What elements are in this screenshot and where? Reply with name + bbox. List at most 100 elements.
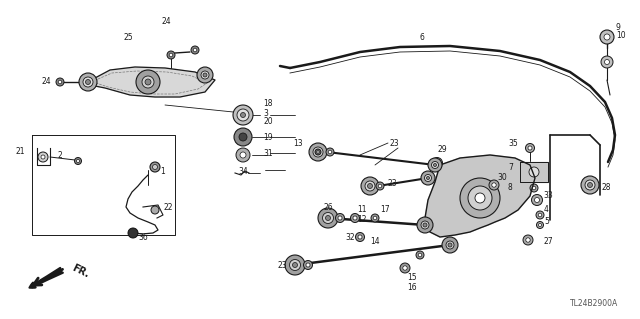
Circle shape — [74, 158, 81, 165]
Polygon shape — [88, 67, 215, 97]
Circle shape — [365, 181, 375, 191]
Text: 13: 13 — [293, 138, 303, 147]
Circle shape — [468, 186, 492, 210]
Polygon shape — [520, 162, 548, 182]
Circle shape — [460, 178, 500, 218]
Circle shape — [303, 261, 312, 270]
Text: 35: 35 — [508, 138, 518, 147]
Circle shape — [353, 216, 357, 220]
Text: 3: 3 — [263, 108, 268, 117]
Circle shape — [292, 263, 298, 268]
Circle shape — [83, 77, 93, 87]
Circle shape — [318, 208, 338, 228]
Polygon shape — [425, 155, 535, 237]
Text: 7: 7 — [508, 164, 513, 173]
Text: 14: 14 — [370, 238, 380, 247]
Text: 10: 10 — [616, 32, 626, 41]
Circle shape — [142, 76, 154, 88]
Circle shape — [169, 53, 173, 57]
Text: FR.: FR. — [70, 263, 91, 279]
Circle shape — [326, 148, 334, 156]
Circle shape — [538, 213, 542, 217]
Circle shape — [378, 184, 382, 188]
Circle shape — [233, 105, 253, 125]
Circle shape — [373, 216, 377, 220]
Circle shape — [285, 255, 305, 275]
Circle shape — [313, 147, 323, 157]
Text: 9: 9 — [616, 23, 621, 32]
Circle shape — [358, 235, 362, 239]
Circle shape — [367, 183, 372, 189]
Circle shape — [56, 78, 64, 86]
Circle shape — [335, 213, 344, 222]
Text: 29: 29 — [438, 145, 447, 154]
Circle shape — [531, 195, 543, 205]
Text: 25: 25 — [123, 33, 132, 42]
Circle shape — [442, 237, 458, 253]
Text: 36: 36 — [138, 234, 148, 242]
Circle shape — [361, 177, 379, 195]
Text: 23: 23 — [390, 138, 399, 147]
Circle shape — [316, 150, 321, 154]
Text: 30: 30 — [497, 174, 507, 182]
Circle shape — [338, 216, 342, 220]
Circle shape — [536, 211, 544, 219]
Circle shape — [588, 182, 593, 188]
Circle shape — [426, 176, 429, 180]
Circle shape — [306, 263, 310, 267]
Circle shape — [433, 164, 436, 167]
Circle shape — [400, 263, 410, 273]
Circle shape — [601, 56, 613, 68]
Text: 34: 34 — [238, 167, 248, 176]
Circle shape — [525, 144, 534, 152]
Circle shape — [355, 233, 365, 241]
Text: 11: 11 — [357, 205, 367, 214]
Circle shape — [193, 48, 197, 52]
Text: 4: 4 — [544, 205, 549, 214]
Text: 22: 22 — [164, 204, 173, 212]
Circle shape — [309, 143, 327, 161]
Circle shape — [241, 113, 246, 117]
Text: 24: 24 — [162, 18, 172, 26]
Circle shape — [528, 146, 532, 150]
Text: 2: 2 — [58, 151, 63, 160]
Circle shape — [236, 148, 250, 162]
Circle shape — [203, 73, 207, 77]
Text: 1: 1 — [160, 167, 164, 176]
Circle shape — [529, 167, 539, 177]
Text: 12: 12 — [357, 216, 367, 225]
Text: 15: 15 — [407, 273, 417, 283]
Circle shape — [239, 133, 247, 141]
Circle shape — [317, 151, 319, 153]
Text: 20: 20 — [263, 117, 273, 127]
Circle shape — [371, 214, 379, 222]
Text: 32: 32 — [345, 234, 355, 242]
Text: 16: 16 — [407, 284, 417, 293]
Circle shape — [475, 193, 485, 203]
Circle shape — [136, 70, 160, 94]
Text: 28: 28 — [601, 182, 611, 191]
Circle shape — [77, 160, 79, 162]
Text: 5: 5 — [544, 218, 549, 226]
Circle shape — [351, 213, 360, 222]
Text: 17: 17 — [380, 205, 390, 214]
Circle shape — [417, 217, 433, 233]
Text: 19: 19 — [263, 132, 273, 142]
Circle shape — [145, 79, 151, 85]
Text: 23: 23 — [387, 179, 397, 188]
Circle shape — [86, 79, 90, 85]
Circle shape — [151, 206, 159, 214]
Circle shape — [58, 80, 62, 84]
Circle shape — [526, 238, 530, 242]
Circle shape — [79, 73, 97, 91]
Circle shape — [150, 162, 160, 172]
Circle shape — [167, 51, 175, 59]
Circle shape — [191, 46, 199, 54]
Circle shape — [416, 251, 424, 259]
Circle shape — [431, 158, 442, 168]
Circle shape — [323, 212, 333, 224]
Circle shape — [435, 160, 440, 166]
Text: 27: 27 — [543, 238, 552, 247]
Text: 24: 24 — [42, 78, 52, 86]
Circle shape — [538, 224, 541, 226]
